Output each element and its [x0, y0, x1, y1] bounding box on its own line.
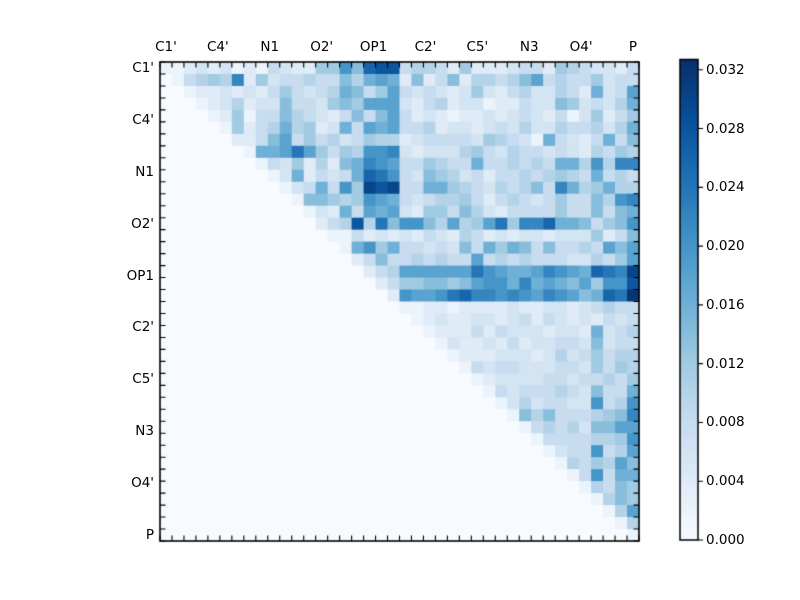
y-axis-label-c4: C4'	[132, 111, 154, 128]
y-axis-label-o4: O4'	[131, 475, 154, 492]
colorbar-label-0.024: 0.024	[706, 179, 745, 196]
x-axis-label-c4: C4'	[207, 39, 229, 55]
y-axis-label-p: P	[145, 527, 154, 543]
y-axis-label-c2: C2'	[132, 319, 154, 336]
colorbar-label-0.032: 0.032	[706, 61, 745, 78]
colorbar-label-0.016: 0.016	[706, 296, 745, 313]
colorbar-label-0.008: 0.008	[706, 414, 745, 431]
y-axis-label-op1: OP1	[126, 267, 154, 284]
colorbar-label-0.012: 0.012	[706, 355, 745, 372]
x-axis-label-o4: O4'	[569, 39, 593, 55]
colorbar-label-0.004: 0.004	[706, 473, 745, 490]
x-axis-label-p: P	[628, 39, 638, 55]
y-axis-label-n3: N3	[135, 423, 154, 440]
colorbar-label-0.020: 0.020	[706, 238, 745, 255]
x-axis-label-c1: C1'	[155, 39, 177, 55]
y-axis-label-n1: N1	[135, 163, 154, 180]
x-axis-label-n3: N3	[519, 39, 539, 55]
x-axis-label-op1: OP1	[359, 39, 388, 55]
x-axis-label-o2: O2'	[310, 39, 334, 55]
x-axis-label-c2: C2'	[414, 39, 437, 55]
y-axis-label-c5: C5'	[132, 371, 154, 388]
x-axis-label-c5: C5'	[466, 39, 489, 55]
colorbar-label-0.000: 0.000	[706, 532, 745, 548]
y-axis-label-c1: C1'	[132, 59, 154, 76]
y-axis-label-o2: O2'	[131, 215, 154, 232]
x-axis-label-n1: N1	[260, 39, 280, 55]
colorbar-label-0.028: 0.028	[706, 120, 745, 137]
